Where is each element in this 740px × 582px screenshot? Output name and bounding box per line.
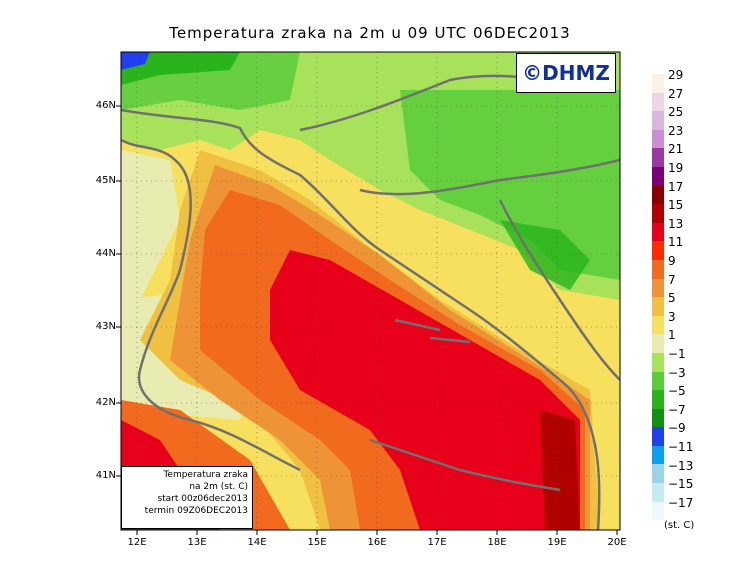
legend-swatch xyxy=(652,297,664,316)
legend-label: −7 xyxy=(668,402,686,417)
legend-label: 1 xyxy=(668,328,676,343)
legend-label: 3 xyxy=(668,309,676,324)
legend-swatch xyxy=(652,278,664,298)
legend-swatch xyxy=(652,222,664,242)
lat-label-41n: 41N xyxy=(95,470,116,481)
legend-label: 9 xyxy=(668,254,676,268)
legend-swatch xyxy=(652,74,664,93)
legend-label: −1 xyxy=(668,347,686,361)
legend-swatch xyxy=(652,92,664,112)
legend-label: 11 xyxy=(668,235,684,250)
lon-label-17e: 17E xyxy=(427,537,447,548)
lon-label-13e: 13E xyxy=(187,537,207,548)
info-box: Temperatura zraka na 2m (st. C) start 00… xyxy=(121,466,253,529)
legend-label: −17 xyxy=(668,495,694,510)
legend-swatch xyxy=(652,111,664,130)
legend-label: −3 xyxy=(668,365,686,380)
info-line-units: na 2m (st. C) xyxy=(189,482,248,492)
legend-swatch xyxy=(652,166,664,186)
legend-label: 17 xyxy=(668,179,684,194)
legend-label: −5 xyxy=(668,384,686,399)
lat-label-44n: 44N xyxy=(95,248,116,259)
info-line-termin: termin 09Z06DEC2013 xyxy=(144,506,248,516)
legend-label: 21 xyxy=(668,142,684,157)
legend-swatch xyxy=(652,334,664,353)
legend-label: 15 xyxy=(668,198,684,213)
lon-label-18e: 18E xyxy=(487,537,507,548)
legend-label: −11 xyxy=(668,440,694,454)
legend-swatch xyxy=(652,408,664,428)
lon-label-12e: 12E xyxy=(127,537,147,548)
legend-label: 29 xyxy=(668,68,684,82)
legend-label: 7 xyxy=(668,272,676,287)
legend-swatch xyxy=(652,427,664,446)
legend-swatch xyxy=(652,483,664,502)
lat-label-46n: 46N xyxy=(95,100,116,111)
legend-swatch xyxy=(652,241,664,260)
legend-label: 23 xyxy=(668,123,684,138)
legend-label: 5 xyxy=(668,291,676,306)
legend-units: (st. C) xyxy=(664,520,695,531)
legend-swatch xyxy=(652,464,664,484)
lat-label-45n: 45N xyxy=(95,175,116,186)
map-title: Temperatura zraka na 2m u 09 UTC 06DEC20… xyxy=(169,24,571,42)
legend-swatch xyxy=(652,390,664,409)
graticule xyxy=(121,52,620,530)
map-frame xyxy=(120,51,621,531)
legend-swatch xyxy=(652,315,664,335)
legend-label: 19 xyxy=(668,161,684,175)
color-legend xyxy=(652,74,664,521)
legend-label: −9 xyxy=(668,421,686,436)
lon-label-15e: 15E xyxy=(307,537,327,548)
legend-label: 27 xyxy=(668,86,684,101)
legend-swatch xyxy=(652,445,664,465)
legend-label: −13 xyxy=(668,458,694,473)
legend-swatch xyxy=(652,185,664,205)
lat-label-43n: 43N xyxy=(95,321,116,332)
legend-swatch xyxy=(652,148,664,167)
legend-label: 13 xyxy=(668,216,684,231)
dhmz-logo: ©DHMZ xyxy=(516,53,616,93)
legend-label: 25 xyxy=(668,105,684,120)
info-line-title: Temperatura zraka xyxy=(163,470,248,480)
lon-label-16e: 16E xyxy=(367,537,387,548)
legend-swatch xyxy=(652,259,664,279)
legend-swatch xyxy=(652,371,664,391)
info-line-start: start 00z06dec2013 xyxy=(157,494,248,504)
lat-label-42n: 42N xyxy=(95,397,116,408)
legend-swatch xyxy=(652,352,664,372)
legend-swatch xyxy=(652,204,664,223)
legend-label: −15 xyxy=(668,477,694,492)
legend-swatch xyxy=(652,501,664,521)
legend-swatch xyxy=(652,129,664,149)
lon-label-20e: 20E xyxy=(607,537,627,548)
lon-label-14e: 14E xyxy=(247,537,267,548)
lon-label-19e: 19E xyxy=(547,537,567,548)
